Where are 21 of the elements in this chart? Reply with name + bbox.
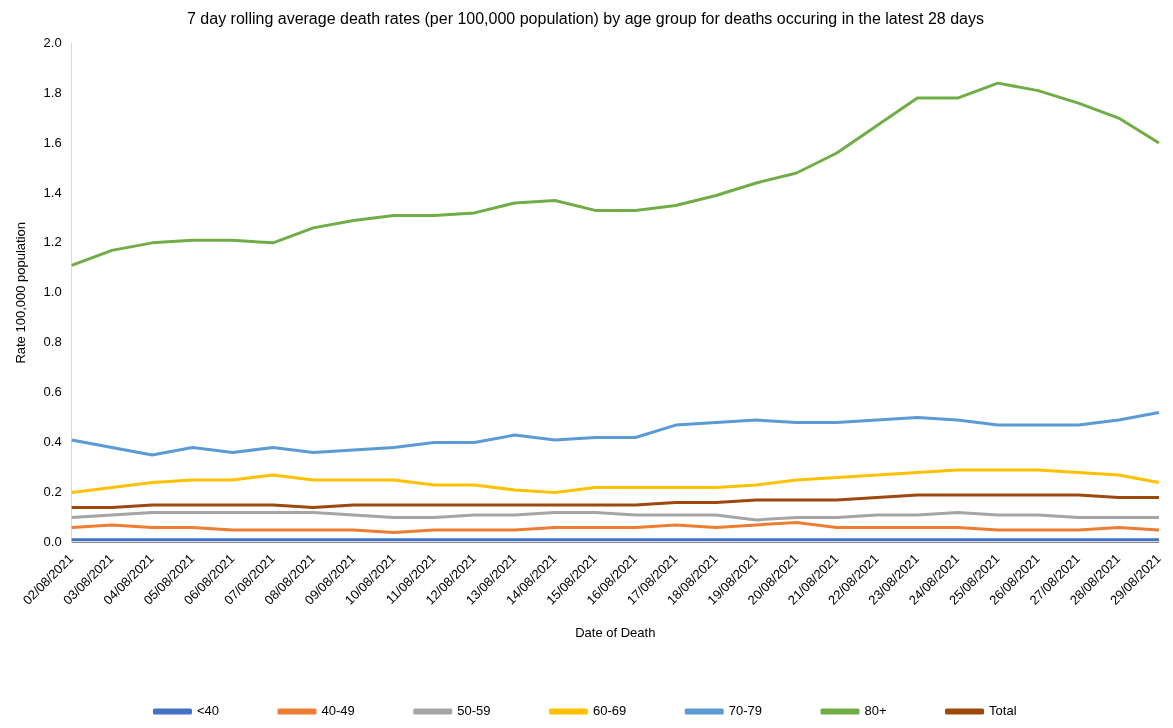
y-tick-label: 1.2 xyxy=(43,234,62,250)
legend-label: 60-69 xyxy=(593,703,627,719)
x-axis-title: Date of Death xyxy=(575,624,656,640)
y-tick-label: 2.0 xyxy=(43,34,62,50)
legend-label: Total xyxy=(989,703,1017,719)
y-tick-label: 1.8 xyxy=(43,84,62,100)
y-tick-label: 0.6 xyxy=(43,384,62,400)
y-tick-label: 0.8 xyxy=(43,334,62,350)
y-tick-label: 0.2 xyxy=(43,484,62,500)
legend-label: 40-49 xyxy=(321,703,355,719)
y-tick-label: 1.4 xyxy=(43,184,62,200)
y-tick-label: 0.0 xyxy=(43,533,62,549)
y-tick-label: 1.6 xyxy=(43,134,62,150)
y-tick-label: 1.0 xyxy=(43,284,62,300)
legend-label: <40 xyxy=(196,703,220,719)
chart-title: 7 day rolling average death rates (per 100,000 population) by age group for deaths occuring in the latest 28 days xyxy=(187,10,984,28)
legend-label: 80+ xyxy=(864,703,887,719)
y-tick-label: 0.4 xyxy=(43,434,62,450)
y-axis-title: Rate 100,000 population xyxy=(13,221,29,364)
legend-label: 50-59 xyxy=(457,703,491,719)
legend-label: 70-79 xyxy=(728,703,763,719)
